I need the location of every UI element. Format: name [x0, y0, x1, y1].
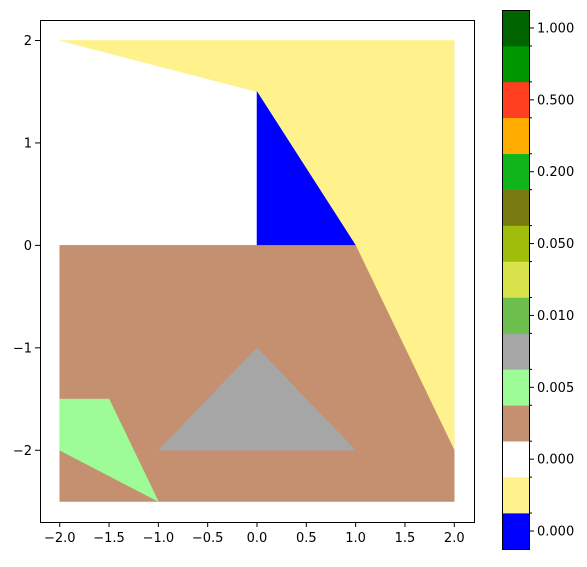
x-tick-label-5: 0.5 — [296, 531, 317, 546]
y-tick-label-3: −1 — [13, 341, 32, 356]
colorbar-swatch-12 — [502, 81, 529, 119]
colorbar-label-0: 0.000 — [537, 525, 574, 540]
region-3 — [59, 398, 159, 503]
y-tick-label-0: 2 — [24, 34, 32, 49]
x-tick-label-3: −0.5 — [192, 531, 224, 546]
x-tick-label-0: −2.0 — [44, 531, 76, 546]
y-axis: 2 1 0 −1 −2 — [13, 34, 40, 459]
colorbar-label-3: 0.010 — [537, 309, 574, 324]
colorbar-frame — [502, 10, 530, 550]
x-tick-label-2: −1.0 — [143, 531, 175, 546]
colorbar-swatch-3 — [502, 405, 529, 442]
colorbar-swatch-2 — [502, 441, 529, 478]
colorbar-label-4: 0.050 — [537, 237, 574, 252]
x-tick-label-4: 0.0 — [247, 531, 268, 546]
colorbar-swatch-9 — [502, 189, 529, 226]
colorbar-swatch-10 — [502, 153, 529, 190]
y-tick-label-2: 0 — [24, 239, 32, 254]
colorbar: 0.000 0.000 0.005 0.010 0.050 0.200 0.500 1.000 — [502, 10, 574, 550]
colorbar-swatch-1 — [502, 477, 529, 514]
x-tick-label-7: 1.5 — [395, 531, 416, 546]
y-tick-label-1: 1 — [24, 136, 32, 151]
colorbar-swatch-8 — [502, 225, 529, 262]
colorbar-swatch-7 — [502, 261, 529, 298]
filled-regions — [59, 40, 455, 503]
colorbar-swatch-0 — [502, 513, 529, 550]
x-axis: −2.0 −1.5 −1.0 −0.5 0.0 0.5 1.0 1.5 2.0 — [44, 522, 465, 546]
region-4 — [157, 347, 357, 451]
y-tick-label-4: −2 — [13, 444, 32, 459]
colorbar-swatch-5 — [502, 333, 529, 370]
colorbar-swatch-13 — [502, 45, 529, 83]
colorbar-swatch-6 — [502, 297, 529, 334]
colorbar-swatch-14 — [502, 10, 529, 47]
colorbar-label-7: 1.000 — [537, 21, 574, 36]
colorbar-label-1: 0.000 — [537, 453, 574, 468]
x-tick-label-6: 1.0 — [345, 531, 366, 546]
x-tick-label-1: −1.5 — [93, 531, 125, 546]
colorbar-label-5: 0.200 — [537, 165, 574, 180]
x-tick-label-8: 2.0 — [444, 531, 465, 546]
colorbar-label-6: 0.500 — [537, 93, 574, 108]
colorbar-swatch-11 — [502, 117, 529, 155]
colorbar-label-2: 0.005 — [537, 381, 574, 396]
colorbar-swatch-4 — [502, 369, 529, 406]
